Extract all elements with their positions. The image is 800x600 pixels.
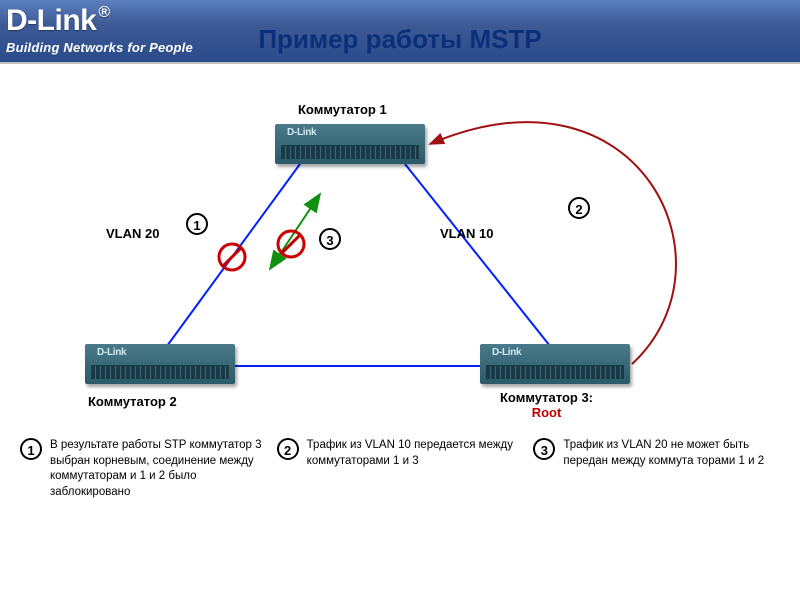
- legend-text-1: В результате работы STP коммутатор 3 выб…: [50, 438, 267, 500]
- legend-badge-1: 1: [20, 438, 42, 460]
- diagram-badge-1: 1: [186, 213, 208, 235]
- reg-mark: ®: [98, 4, 109, 22]
- switch-label-sw2: Коммутатор 2: [88, 394, 177, 409]
- switch-label-sw1: Коммутатор 1: [298, 102, 387, 117]
- legend-text-2: Трафик из VLAN 10 передается между комму…: [307, 438, 524, 500]
- diagram-badge-3: 3: [319, 228, 341, 250]
- link: [405, 164, 550, 346]
- switch-sw1: [275, 124, 425, 164]
- switch-label-sw3: Коммутатор 3:Root: [500, 390, 593, 420]
- legend-badge-3: 3: [533, 438, 555, 460]
- legend-item-3: 3 Трафик из VLAN 20 не может быть передан…: [533, 438, 780, 500]
- diagram: Коммутатор 1 Коммутатор 2 Коммутатор 3:Roo…: [0, 64, 800, 600]
- legend-item-1: 1 В результате работы STP коммутатор 3 вы…: [20, 438, 267, 500]
- root-label: Root: [500, 405, 593, 420]
- legend: 1 В результате работы STP коммутатор 3 вы…: [0, 438, 800, 500]
- switch-sw3: [480, 344, 630, 384]
- vlan10-label: VLAN 10: [440, 226, 493, 241]
- legend-text-3: Трафик из VLAN 20 не может быть передан …: [563, 438, 780, 500]
- diagram-badge-2: 2: [568, 197, 590, 219]
- legend-badge-2: 2: [277, 438, 299, 460]
- page-title: Пример работы MSTP: [0, 24, 800, 55]
- switch-sw2: [85, 344, 235, 384]
- legend-item-2: 2 Трафик из VLAN 10 передается между комм…: [277, 438, 524, 500]
- vlan20-label: VLAN 20: [106, 226, 159, 241]
